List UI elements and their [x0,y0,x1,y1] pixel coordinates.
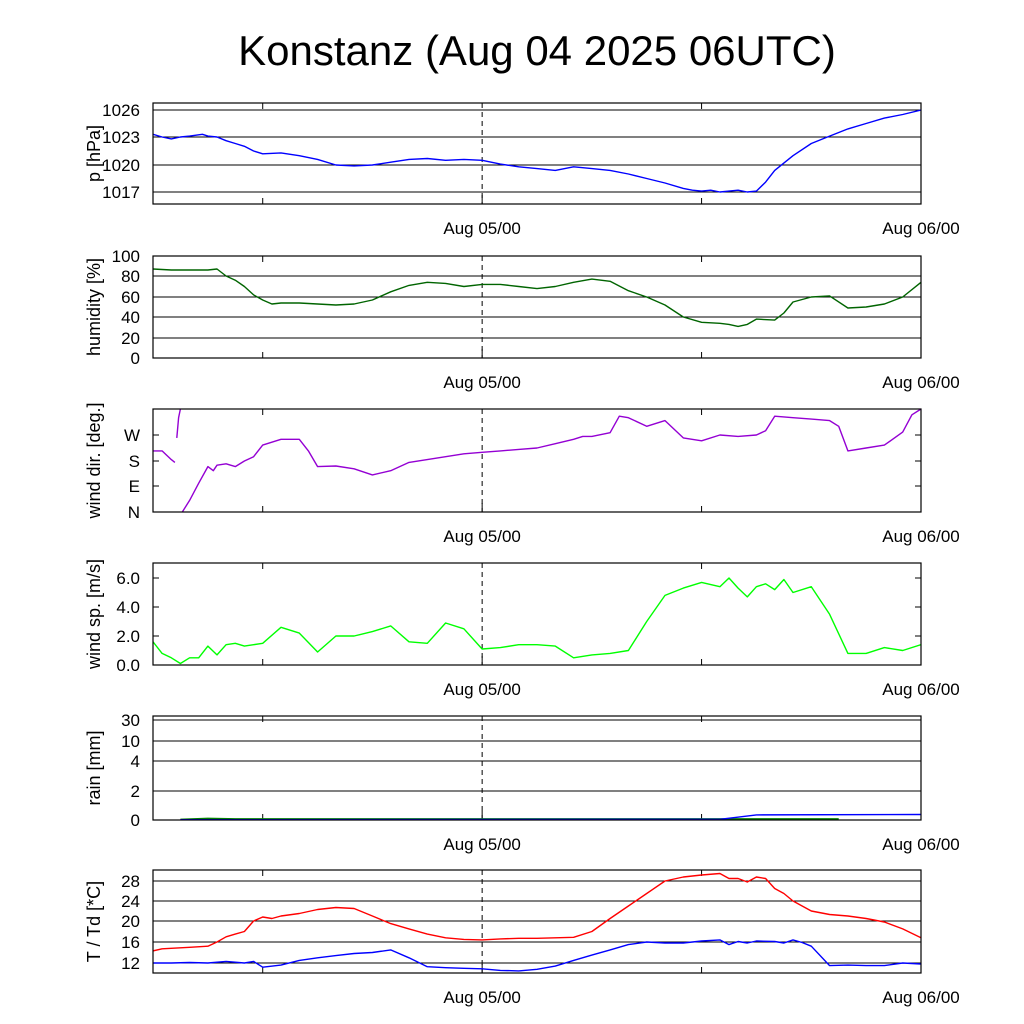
y-tick-label: 1020 [102,156,140,175]
x-tick-label: Aug 06/00 [882,219,960,238]
plot-frame [152,715,922,821]
series-line [153,577,921,665]
series-line [153,109,921,193]
y-tick-label: 1023 [102,128,140,147]
plot-frame [152,869,922,974]
y-tick-label: E [129,477,140,496]
series-line [153,450,176,463]
plot-frame [152,255,922,359]
x-tick-label: Aug 06/00 [882,527,960,546]
plot-frame [152,102,922,205]
x-tick-label: Aug 05/00 [443,988,521,1007]
x-tick-label: Aug 06/00 [882,988,960,1007]
y-axis-label: humidity [%] [84,258,104,356]
y-tick-label: 20 [121,329,140,348]
y-tick-label: 10 [121,732,140,751]
y-tick-label: N [128,503,140,522]
x-tick-label: Aug 06/00 [882,373,960,392]
y-tick-label: 12 [121,954,140,973]
plot-frame [152,562,922,666]
y-tick-label: 16 [121,933,140,952]
y-tick-label: S [129,452,140,471]
y-tick-label: 4.0 [116,598,140,617]
y-tick-label: 80 [121,267,140,286]
y-tick-label: 0 [131,811,140,830]
plot-frame [152,408,922,513]
y-tick-label: 20 [121,912,140,931]
y-axis-label: rain [mm] [84,730,104,805]
x-tick-label: Aug 05/00 [443,373,521,392]
y-axis-label: T / Td [*C] [84,881,104,962]
x-tick-label: Aug 06/00 [882,835,960,854]
y-tick-label: 24 [121,892,140,911]
y-tick-label: 40 [121,308,140,327]
y-tick-label: 2.0 [116,627,140,646]
x-tick-label: Aug 06/00 [882,680,960,699]
y-axis-label: wind sp. [m/s] [84,559,104,670]
series-line [181,408,921,513]
y-tick-label: W [124,426,140,445]
y-axis-label: wind dir. [deg.] [84,402,104,519]
x-tick-label: Aug 05/00 [443,219,521,238]
y-tick-label: 4 [131,752,140,771]
y-tick-label: 6.0 [116,569,140,588]
panel-1: 1026 1023 1020 1017 Aug 05/00 Aug 06/00 p [hPa… [84,101,960,238]
x-tick-label: Aug 05/00 [443,527,521,546]
series-line [153,872,921,952]
y-tick-label: 28 [121,872,140,891]
x-tick-label: Aug 05/00 [443,835,521,854]
y-tick-label: 1017 [102,183,140,202]
y-tick-label: 0.0 [116,656,140,675]
chart-title: Konstanz (Aug 04 2025 06UTC) [238,27,836,74]
panel-5: 30 104 2 0 Aug 05/00 Aug 06/00 rain [mm] [84,711,960,854]
y-tick-label: 100 [112,247,140,266]
y-axis-label: p [hPa] [84,125,104,182]
series-line [176,408,182,438]
panel-4: 6.0 4.0 2.0 0.0 Aug 05/00 Aug 06/00 wind sp. [… [84,559,960,699]
series-line [153,939,921,972]
y-tick-label: 2 [131,782,140,801]
y-tick-label: 1026 [102,101,140,120]
y-tick-label: 0 [131,349,140,368]
y-tick-label: 60 [121,288,140,307]
x-tick-label: Aug 05/00 [443,680,521,699]
y-tick-label: 30 [121,711,140,730]
series-line [153,268,921,328]
